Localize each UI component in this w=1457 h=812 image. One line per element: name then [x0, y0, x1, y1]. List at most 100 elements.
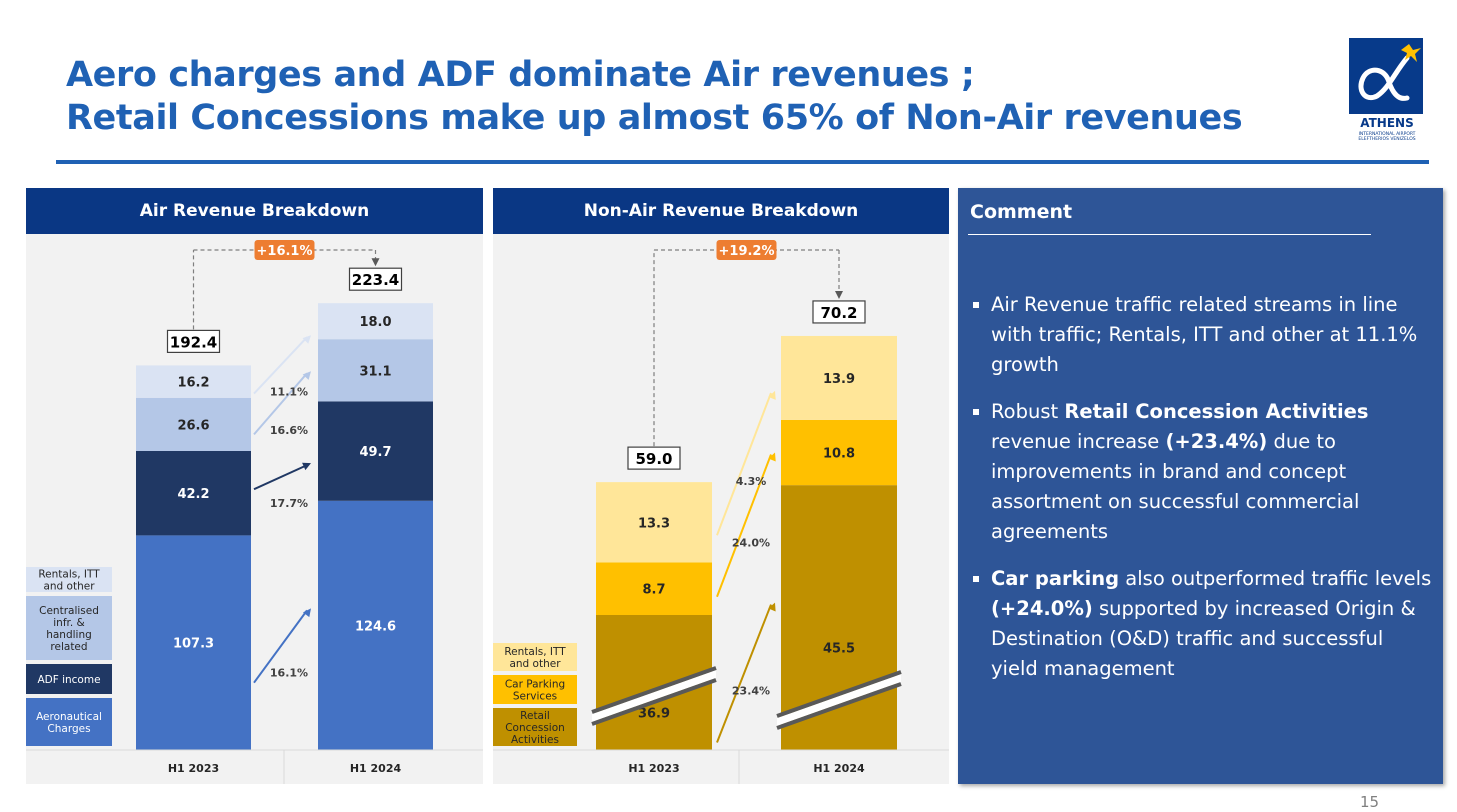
segment-growth-arrow-head	[768, 390, 776, 400]
segment-growth-arrow	[253, 336, 308, 395]
bar-value-label: 45.5	[823, 642, 855, 657]
legend-label: Services	[513, 691, 557, 703]
bar-segment	[596, 482, 712, 563]
growth-badge-label: +19.2%	[719, 244, 775, 259]
comment-bullet: Robust Retail Concession Activities reve…	[970, 397, 1435, 547]
x-tick-label: H1 2024	[350, 762, 402, 775]
non-air-revenue-title: Non-Air Revenue Breakdown	[493, 188, 949, 234]
legend-label: Concession	[505, 722, 565, 734]
legend-label: Rentals, ITT	[504, 646, 566, 658]
segment-growth-label: 4.3%	[736, 475, 767, 488]
segment-growth-arrow	[716, 454, 772, 598]
legend-label: Rentals, ITT	[38, 569, 100, 581]
bar-value-label: 10.8	[823, 447, 855, 462]
air-revenue-panel: Air Revenue Breakdown 107.3 42.2 26.6 16.2 1…	[26, 188, 483, 784]
comment-emphasis: (+24.0%)	[991, 597, 1093, 620]
segment-growth-arrow-head	[302, 608, 311, 618]
growth-badge-label: +16.1%	[257, 244, 313, 259]
segment-growth-arrow-head	[302, 335, 311, 344]
legend-swatch	[26, 698, 112, 746]
segment-growth-label: 11.1%	[270, 385, 308, 398]
legend-label: and other	[43, 581, 95, 593]
bar-segment	[318, 500, 433, 750]
segment-growth-arrow	[253, 372, 308, 436]
axis-break-mark	[776, 670, 902, 718]
legend-label: infr. &	[53, 617, 85, 629]
total-value-label: 70.2	[820, 304, 857, 322]
comment-text: supported by increased Origin & Destinat…	[991, 597, 1416, 680]
legend-label: handling	[46, 629, 92, 641]
bar-segment	[596, 562, 712, 615]
legend-swatch	[493, 708, 577, 746]
comment-emphasis: Retail Concession Activities	[1064, 400, 1369, 423]
bar-value-label: 13.9	[823, 372, 855, 387]
growth-arrow-head	[835, 290, 843, 299]
comment-emphasis: Car parking	[991, 567, 1120, 590]
comment-text: revenue increase	[991, 430, 1166, 453]
comment-panel: Comment Air Revenue traffic related stre…	[958, 188, 1443, 784]
bar-value-label: 16.2	[177, 376, 209, 391]
bar-segment	[318, 339, 433, 402]
bar-value-label: 31.1	[359, 364, 391, 379]
bar-value-label: 26.6	[177, 418, 209, 433]
segment-growth-arrow-head	[302, 371, 311, 380]
bullet-square-icon	[973, 302, 979, 308]
bar-segment	[136, 365, 251, 398]
bar-value-label: 42.2	[177, 487, 209, 502]
total-box	[348, 267, 403, 291]
bar-value-label: 49.7	[359, 445, 391, 460]
axis-break-gap	[592, 670, 716, 722]
segment-growth-arrow-head	[768, 452, 776, 462]
bar-segment	[136, 535, 251, 750]
segment-growth-arrow-head	[768, 602, 776, 612]
legend-label: Centralised	[39, 605, 99, 617]
total-box	[166, 329, 221, 353]
comment-bullet: Car parking also outperformed traffic le…	[970, 564, 1435, 684]
bar-value-label: 13.3	[638, 516, 670, 531]
logo-emblem	[1349, 38, 1423, 114]
segment-growth-label: 24.0%	[732, 537, 770, 550]
comment-text: Robust	[991, 400, 1065, 423]
legend-label: Car Parking	[505, 679, 565, 691]
axis-break-gap	[777, 674, 901, 726]
segment-growth-label: 16.1%	[270, 667, 308, 680]
legend-label: related	[50, 641, 87, 653]
legend-swatch	[26, 664, 112, 694]
total-value-label: 192.4	[170, 333, 217, 351]
axis-break-mark	[591, 678, 717, 726]
segment-growth-arrow	[716, 604, 772, 743]
segment-growth-label: 17.7%	[270, 497, 308, 510]
x-tick-label: H1 2023	[628, 762, 679, 775]
logo-subtitle-line-1: INTERNATIONAL AIRPORT	[1358, 132, 1416, 137]
bar-segment	[318, 303, 433, 340]
total-value-label: 59.0	[635, 450, 672, 468]
bar-value-label: 107.3	[173, 637, 214, 652]
bar-value-label: 124.6	[355, 619, 396, 634]
segment-growth-label: 16.6%	[270, 424, 308, 437]
bar-segment	[781, 419, 897, 486]
bar-value-label: 8.7	[642, 583, 665, 598]
x-tick-label: H1 2024	[813, 762, 865, 775]
logo-name: ATHENS	[1360, 116, 1414, 130]
bar-segment	[136, 397, 251, 451]
logo-subtitle-line-2: ELEFTHERIOS VENIZELOS	[1358, 137, 1416, 142]
legend-label: Aeronautical	[36, 711, 102, 723]
legend-swatch	[26, 596, 112, 660]
logo-subtitle: INTERNATIONAL AIRPORT ELEFTHERIOS VENIZE…	[1349, 132, 1425, 142]
growth-badge	[254, 240, 315, 260]
bar-value-label: 18.0	[359, 315, 391, 330]
segment-growth-label: 23.4%	[732, 685, 770, 698]
legend-label: Charges	[47, 723, 90, 735]
bullet-square-icon	[973, 409, 979, 415]
page-title-line-2: Retail Concessions make up almost 65% of…	[66, 98, 1243, 138]
growth-arrow-head	[371, 258, 380, 267]
bullet-square-icon	[973, 576, 979, 582]
axis-break-mark	[776, 682, 902, 730]
bar-segment	[318, 401, 433, 501]
legend-swatch	[493, 643, 577, 671]
comment-bullet: Air Revenue traffic related streams in l…	[970, 290, 1435, 380]
alpha-plane-icon	[1358, 44, 1421, 101]
bar-value-label: 36.9	[638, 707, 670, 722]
air-revenue-title: Air Revenue Breakdown	[26, 188, 483, 234]
comment-text: Air Revenue traffic related streams in l…	[991, 293, 1418, 376]
